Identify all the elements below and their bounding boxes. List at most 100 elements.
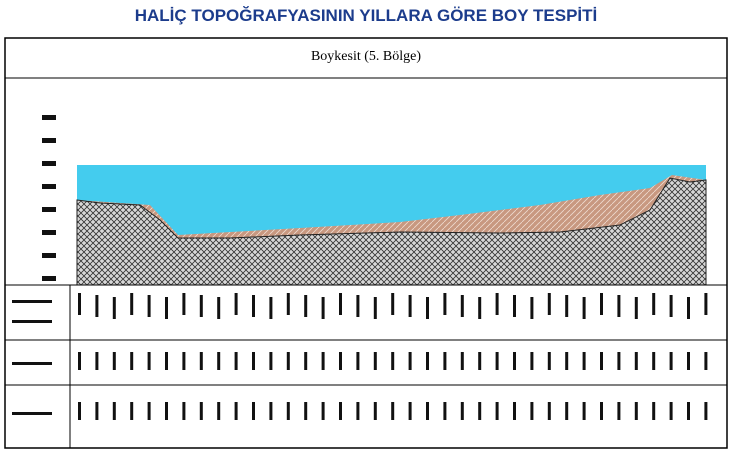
- cell-mark: [687, 297, 690, 319]
- cell-mark: [165, 297, 168, 319]
- cell-mark: [217, 297, 221, 319]
- cell-mark: [339, 402, 342, 420]
- cell-mark: [304, 295, 308, 317]
- cell-mark: [199, 352, 203, 370]
- cell-mark: [269, 402, 273, 420]
- cell-mark: [286, 402, 290, 420]
- page-title: HALİÇ TOPOĞRAFYASININ YILLARA GÖRE BOY T…: [135, 6, 598, 25]
- cell-mark: [495, 293, 499, 315]
- cell-mark: [130, 402, 134, 420]
- cell-mark: [199, 295, 203, 317]
- cell-mark: [304, 402, 308, 420]
- cell-mark: [182, 352, 186, 370]
- cell-mark: [704, 352, 708, 370]
- cell-mark: [426, 352, 429, 370]
- cell-mark: [112, 402, 116, 420]
- cell-mark: [652, 293, 656, 315]
- cell-mark: [582, 352, 586, 370]
- cell-mark: [269, 352, 273, 370]
- cell-mark: [112, 352, 116, 370]
- scale-mark: [42, 184, 56, 189]
- cell-mark: [565, 295, 569, 317]
- cell-mark: [199, 402, 203, 420]
- cell-mark: [687, 402, 690, 420]
- cell-mark: [147, 352, 151, 370]
- cell-mark: [426, 402, 429, 420]
- cell-mark: [547, 352, 551, 370]
- cell-mark: [513, 352, 516, 370]
- cell-mark: [408, 402, 412, 420]
- cell-mark: [513, 295, 516, 317]
- cell-mark: [495, 352, 499, 370]
- cell-mark: [130, 352, 134, 370]
- cell-mark: [130, 293, 134, 315]
- cell-mark: [478, 352, 482, 370]
- cell-mark: [634, 402, 638, 420]
- cell-mark: [617, 295, 621, 317]
- cell-mark: [165, 402, 168, 420]
- cell-mark: [530, 352, 534, 370]
- cell-mark: [321, 297, 325, 319]
- cell-mark: [530, 402, 534, 420]
- cell-mark: [78, 352, 81, 370]
- cell-mark: [669, 295, 673, 317]
- cell-mark: [547, 293, 551, 315]
- cell-mark: [234, 352, 238, 370]
- cell-mark: [391, 402, 395, 420]
- cell-mark: [565, 352, 569, 370]
- cell-mark: [78, 293, 81, 315]
- cell-mark: [460, 295, 464, 317]
- cell-mark: [617, 402, 621, 420]
- cell-mark: [339, 352, 342, 370]
- cell-mark: [582, 402, 586, 420]
- cell-mark: [600, 402, 603, 420]
- scale-mark: [42, 253, 56, 258]
- cell-mark: [234, 293, 238, 315]
- marks: [12, 115, 708, 420]
- cell-mark: [443, 402, 447, 420]
- cell-mark: [443, 352, 447, 370]
- cell-mark: [112, 297, 116, 319]
- row-label-mark: [12, 412, 52, 415]
- cell-mark: [547, 402, 551, 420]
- cell-mark: [321, 352, 325, 370]
- cell-mark: [687, 352, 690, 370]
- cell-mark: [408, 295, 412, 317]
- cell-mark: [356, 295, 360, 317]
- cell-mark: [617, 352, 621, 370]
- cell-mark: [356, 402, 360, 420]
- cell-mark: [460, 402, 464, 420]
- cell-mark: [95, 352, 99, 370]
- cell-mark: [652, 402, 656, 420]
- cell-mark: [147, 295, 151, 317]
- cell-mark: [634, 352, 638, 370]
- cell-mark: [95, 295, 99, 317]
- cell-mark: [321, 402, 325, 420]
- cell-mark: [252, 295, 255, 317]
- scale-mark: [42, 161, 56, 166]
- cell-mark: [182, 293, 186, 315]
- cell-mark: [373, 297, 377, 319]
- cell-mark: [495, 402, 499, 420]
- cell-mark: [634, 297, 638, 319]
- scale-mark: [42, 115, 56, 120]
- cell-mark: [269, 297, 273, 319]
- cell-mark: [513, 402, 516, 420]
- row-label-mark: [12, 300, 52, 303]
- cell-mark: [339, 293, 342, 315]
- cell-mark: [408, 352, 412, 370]
- cell-mark: [373, 402, 377, 420]
- cell-mark: [478, 402, 482, 420]
- cell-mark: [95, 402, 99, 420]
- row-label-mark: [12, 362, 52, 365]
- cell-mark: [78, 402, 81, 420]
- cell-mark: [252, 352, 255, 370]
- cell-mark: [530, 297, 534, 319]
- cell-mark: [652, 352, 656, 370]
- cell-mark: [304, 352, 308, 370]
- ground: [76, 177, 707, 286]
- cell-mark: [704, 293, 708, 315]
- scale-mark: [42, 230, 56, 235]
- cell-mark: [217, 352, 221, 370]
